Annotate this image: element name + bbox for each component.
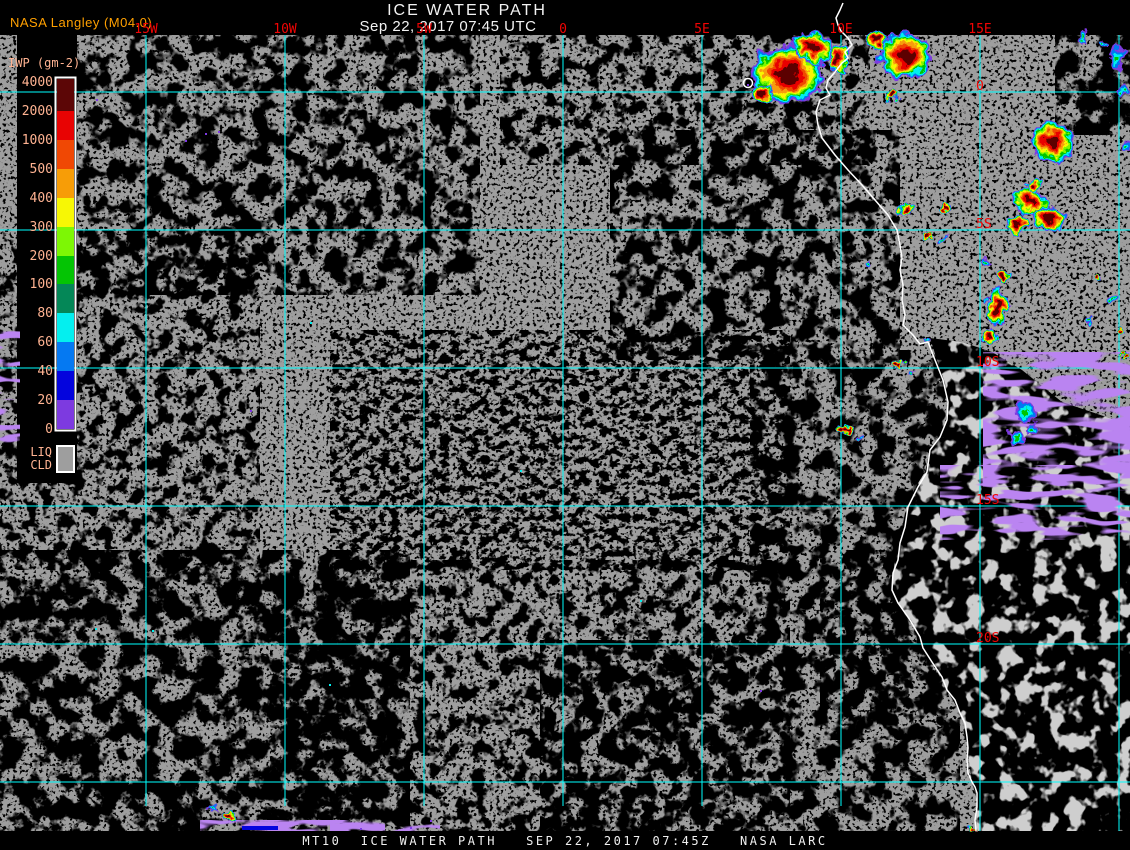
lon-label-5w: 5W xyxy=(416,22,432,37)
lon-label-10e: 10E xyxy=(829,22,853,37)
lat-label-10s: 10S xyxy=(976,355,1000,370)
legend-title: IWP (gm-2) xyxy=(8,56,81,70)
lon-label-15e: 15E xyxy=(968,22,992,37)
page-title: ICE WATER PATH xyxy=(387,2,547,19)
legend-liq-cld-swatch xyxy=(56,445,75,473)
speck-dots xyxy=(95,84,762,830)
credit-label: NASA Langley (M04.0) xyxy=(10,15,153,30)
legend-tick-4000: 4000 xyxy=(21,75,53,90)
legend-tick-400: 400 xyxy=(29,191,53,206)
lon-label-15w: 15W xyxy=(134,22,158,37)
legend-tick-0: 0 xyxy=(45,422,53,437)
lon-label-0: 0 xyxy=(559,22,567,37)
footer-caption: MT10 ICE WATER PATH SEP 22, 2017 07:45Z … xyxy=(302,834,828,848)
lat-label-20s: 20S xyxy=(976,631,1000,646)
legend-tick-20: 20 xyxy=(37,393,53,408)
low-iwp-purple-field xyxy=(0,328,1130,831)
grid-lines xyxy=(0,35,1130,831)
legend-tick-40: 40 xyxy=(37,364,53,379)
lat-label-0: 0 xyxy=(976,79,984,94)
legend-tick-80: 80 xyxy=(37,306,53,321)
coastline xyxy=(742,2,978,832)
legend-liq-label: LIQ xyxy=(30,445,52,459)
legend-colorbar xyxy=(54,76,77,473)
lat-label-15s: 15S xyxy=(976,493,1000,508)
island-outline xyxy=(742,77,754,89)
lat-label-5s: 5S xyxy=(976,217,992,232)
lon-label-10w: 10W xyxy=(273,22,297,37)
legend-tick-500: 500 xyxy=(29,162,53,177)
lon-label-5e: 5E xyxy=(694,22,710,37)
legend-tick-300: 300 xyxy=(29,220,53,235)
legend-tick-60: 60 xyxy=(37,335,53,350)
legend-tick-1000: 1000 xyxy=(21,133,53,148)
legend-tick-200: 200 xyxy=(29,249,53,264)
storm-cells xyxy=(210,31,1130,831)
legend-tick-2000: 2000 xyxy=(21,104,53,119)
legend-cld-label: CLD xyxy=(30,458,52,472)
timestamp-label: Sep 22, 2017 07:45 UTC xyxy=(359,18,537,35)
legend-tick-100: 100 xyxy=(29,277,53,292)
